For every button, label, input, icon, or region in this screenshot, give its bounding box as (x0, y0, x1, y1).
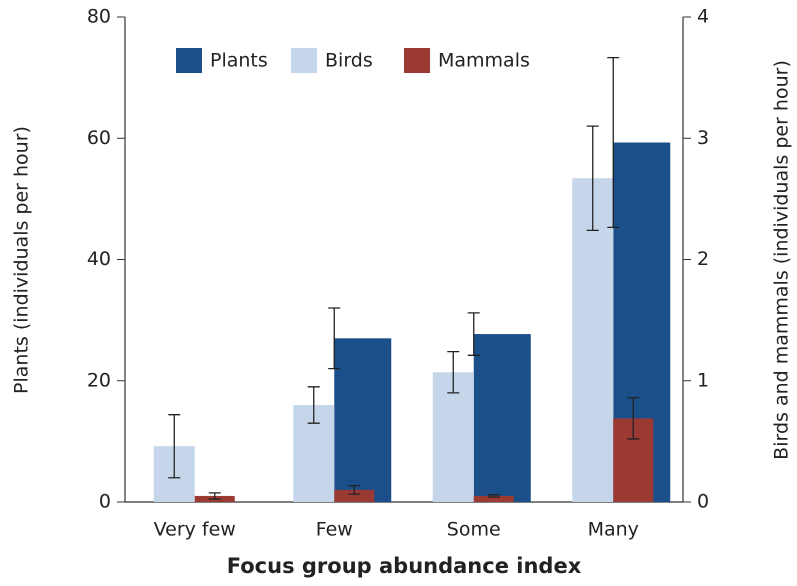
legend-swatch (404, 48, 430, 73)
y2-tick-label: 0 (697, 491, 709, 513)
y-tick-label: 40 (87, 248, 111, 270)
y-tick-label: 0 (99, 491, 111, 513)
bar (572, 178, 614, 502)
x-tick-label: Some (447, 519, 501, 541)
error-bar (627, 397, 640, 440)
bar (432, 372, 474, 502)
y2-tick-label: 1 (697, 369, 709, 391)
legend-swatch (176, 48, 202, 73)
legend-label: Plants (210, 50, 268, 72)
y2-tick-label: 4 (697, 6, 709, 28)
x-axis-label: Focus group abundance index (227, 554, 582, 578)
error-bar (487, 494, 500, 498)
bar (473, 495, 514, 502)
legend-label: Mammals (438, 50, 530, 72)
error-bar (307, 386, 320, 424)
y2-tick-label: 2 (697, 248, 709, 270)
y2-tick-label: 3 (697, 127, 709, 149)
y-tick-label: 20 (87, 369, 111, 391)
x-tick-label: Few (316, 519, 353, 541)
bar (473, 334, 531, 502)
y-tick-label: 80 (87, 6, 111, 28)
y2-axis-label: Birds and mammals (individuals per hour) (771, 60, 793, 460)
x-tick-label: Very few (154, 519, 236, 541)
error-bar (607, 56, 620, 229)
error-bar (208, 492, 221, 500)
y-axis-label: Plants (individuals per hour) (11, 126, 33, 394)
error-bar (467, 312, 480, 356)
error-bar (586, 125, 599, 232)
error-bar (168, 414, 181, 479)
y-tick-label: 60 (87, 127, 111, 149)
bar (334, 338, 392, 502)
legend-swatch (291, 48, 317, 73)
error-bar (328, 307, 341, 370)
error-bar (447, 351, 460, 394)
x-tick-label: Many (588, 519, 639, 541)
error-bar (348, 484, 361, 495)
legend-label: Birds (325, 50, 373, 72)
bar (334, 489, 375, 502)
